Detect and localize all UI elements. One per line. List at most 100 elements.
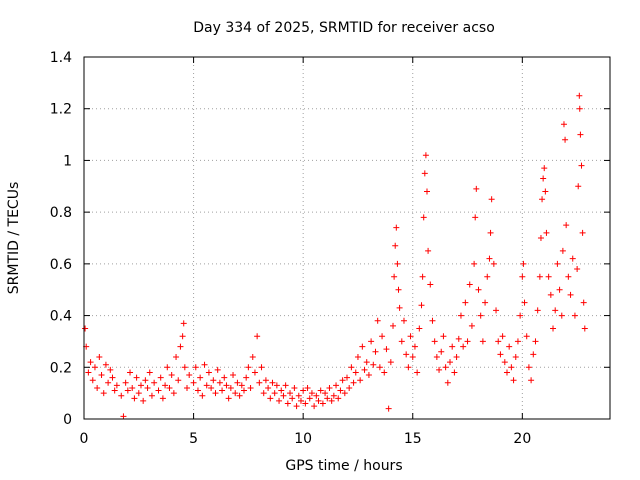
data-point xyxy=(433,353,440,360)
data-point xyxy=(306,395,313,402)
data-point xyxy=(179,333,186,340)
data-point xyxy=(122,379,129,386)
data-point xyxy=(447,359,454,366)
data-point xyxy=(315,397,322,404)
data-point xyxy=(574,266,581,273)
data-point xyxy=(322,390,329,397)
data-point xyxy=(479,338,486,345)
data-point xyxy=(530,351,537,358)
data-point xyxy=(197,374,204,381)
data-point xyxy=(265,384,272,391)
data-point xyxy=(543,229,550,236)
data-point xyxy=(302,400,309,407)
data-point xyxy=(547,291,554,298)
data-point xyxy=(506,343,513,350)
data-point xyxy=(319,400,326,407)
data-point xyxy=(577,131,584,138)
data-point xyxy=(436,366,443,373)
data-point xyxy=(495,338,502,345)
data-point xyxy=(475,286,482,293)
data-point xyxy=(396,304,403,311)
data-point xyxy=(251,369,258,376)
data-point xyxy=(267,395,274,402)
data-point xyxy=(300,387,307,394)
data-point xyxy=(102,361,109,368)
data-point xyxy=(365,372,372,379)
data-point xyxy=(243,374,250,381)
data-point xyxy=(180,320,187,327)
y-tick-label: 1.4 xyxy=(50,50,72,66)
data-point xyxy=(254,333,261,340)
data-point xyxy=(113,382,120,389)
data-point xyxy=(540,175,547,182)
data-point xyxy=(444,379,451,386)
data-point xyxy=(576,105,583,112)
data-point xyxy=(431,338,438,345)
data-point xyxy=(440,333,447,340)
data-point xyxy=(563,222,570,229)
data-point xyxy=(170,390,177,397)
data-point xyxy=(124,387,131,394)
data-point xyxy=(472,214,479,221)
data-point xyxy=(423,188,430,195)
data-point xyxy=(512,353,519,360)
data-point xyxy=(422,152,429,159)
data-point xyxy=(109,374,116,381)
data-point xyxy=(514,338,521,345)
data-point xyxy=(341,390,348,397)
data-point xyxy=(273,382,280,389)
data-point xyxy=(519,273,526,280)
x-tick-label: 15 xyxy=(404,431,422,447)
data-point xyxy=(344,374,350,381)
data-point xyxy=(326,384,333,391)
data-point xyxy=(127,369,134,376)
data-point xyxy=(558,312,565,319)
data-point xyxy=(392,242,399,249)
data-point xyxy=(542,188,549,195)
data-point xyxy=(383,346,390,353)
data-point xyxy=(216,379,223,386)
data-point xyxy=(510,377,517,384)
data-point xyxy=(420,214,427,221)
x-tick-label: 10 xyxy=(294,431,312,447)
data-point xyxy=(333,382,340,389)
data-point xyxy=(385,405,392,412)
data-point xyxy=(354,353,361,360)
x-axis-label: GPS time / hours xyxy=(285,458,402,474)
data-point xyxy=(330,392,337,399)
data-point xyxy=(376,364,383,371)
data-point xyxy=(118,392,125,399)
data-point xyxy=(186,372,193,379)
data-point xyxy=(175,377,182,384)
data-point xyxy=(575,183,582,190)
data-point xyxy=(350,379,357,386)
data-point xyxy=(192,364,199,371)
data-point xyxy=(98,372,105,379)
data-point xyxy=(398,338,405,345)
data-point xyxy=(545,273,552,280)
data-point xyxy=(148,392,155,399)
data-point xyxy=(482,299,489,306)
data-point xyxy=(486,255,493,262)
data-point xyxy=(304,384,311,391)
data-point xyxy=(107,366,114,373)
data-point xyxy=(258,364,265,371)
data-point xyxy=(177,343,184,350)
data-point xyxy=(249,353,256,360)
data-point xyxy=(460,343,467,350)
data-point xyxy=(168,372,175,379)
data-point xyxy=(151,379,158,386)
data-point xyxy=(100,390,107,397)
data-point xyxy=(359,343,366,350)
data-point xyxy=(135,390,142,397)
y-tick-label: 0.8 xyxy=(50,205,72,221)
y-tick-label: 1 xyxy=(63,153,72,169)
data-point xyxy=(82,325,89,332)
data-point xyxy=(240,387,247,394)
data-point xyxy=(567,291,574,298)
data-point xyxy=(565,273,572,280)
data-point xyxy=(520,260,527,267)
data-point xyxy=(525,364,532,371)
data-point xyxy=(449,343,456,350)
data-point xyxy=(425,247,432,254)
